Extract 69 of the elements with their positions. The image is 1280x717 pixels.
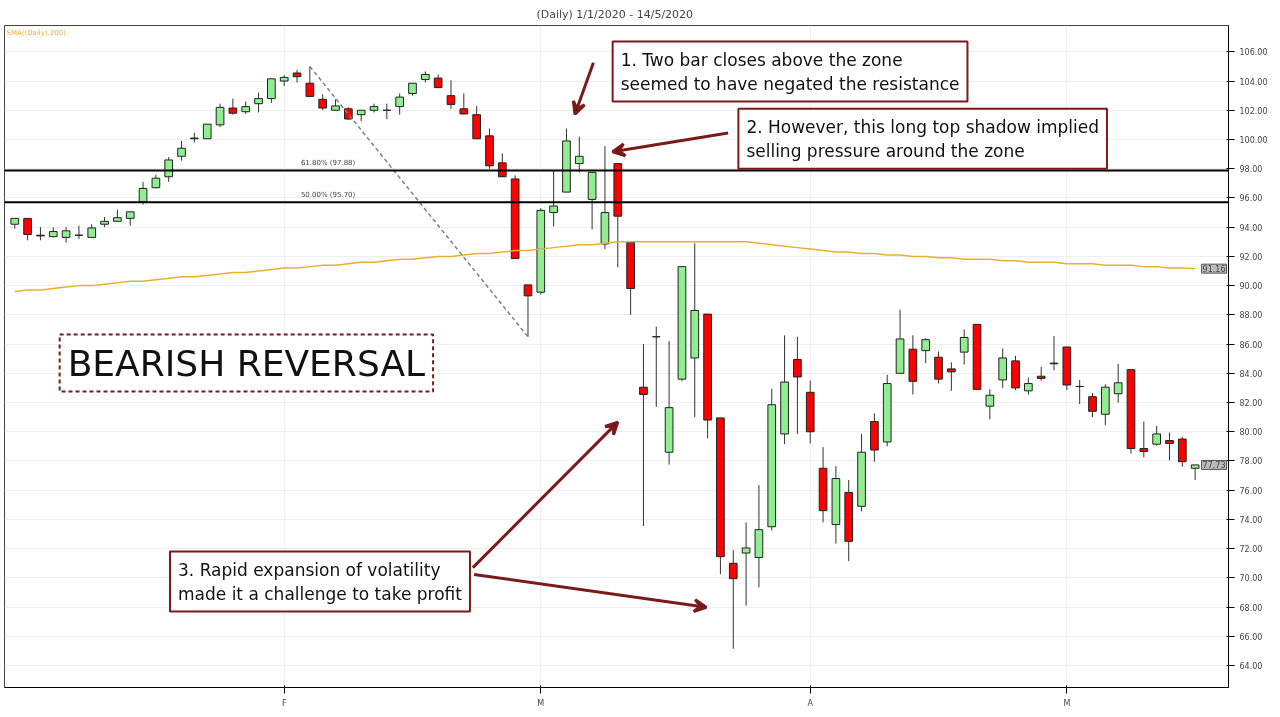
candlestick: [741, 521, 751, 607]
candlestick: [1152, 425, 1161, 447]
x-tick-label: M: [1063, 698, 1071, 708]
candlestick: [138, 181, 148, 206]
candlestick: [1139, 421, 1149, 458]
candlestick: [1177, 436, 1187, 468]
y-tick-label: 92.00: [1239, 252, 1263, 262]
candlestick: [1049, 335, 1059, 371]
candlestick: [164, 156, 174, 183]
annotation: 1. Two bar closes above the zone seemed to have negated the resistance: [620, 49, 960, 94]
candlestick: [459, 92, 469, 116]
y-tick-label: 70.00: [1239, 574, 1263, 584]
candlestick: [305, 65, 315, 98]
y-tick-label: 80.00: [1239, 428, 1263, 438]
candlestick: [985, 388, 995, 420]
candlestick: [1190, 464, 1200, 481]
y-tick-label: 64.00: [1239, 662, 1263, 672]
y-tick-label: 94.00: [1239, 223, 1263, 233]
candlestick: [1165, 431, 1174, 461]
annotation: 2. However, this long top shadow implied selling pressure around the zone: [746, 116, 1099, 161]
x-tick-label: F: [281, 698, 287, 708]
y-tick-label: 82.00: [1239, 399, 1263, 409]
candlestick: [728, 549, 738, 650]
y-tick-label: 72.00: [1239, 545, 1263, 555]
y-tick-label: 68.00: [1239, 603, 1263, 613]
candlestick: [998, 347, 1008, 389]
candlestick: [254, 92, 263, 113]
x-tick-label: A: [807, 698, 814, 708]
candlestick: [639, 343, 648, 527]
candlestick: [446, 79, 456, 110]
y-tick-label: 76.00: [1239, 486, 1263, 496]
candlestick: [1088, 392, 1097, 418]
candlestick: [921, 337, 931, 364]
y-tick-label: 78.00: [1239, 457, 1263, 467]
y-tick-label: 96.00: [1239, 194, 1263, 204]
annotation: 77.73: [1202, 461, 1226, 471]
line-series: [14, 241, 1196, 293]
annotation: 91.16: [1202, 265, 1226, 275]
candlestick: [267, 78, 276, 104]
y-tick-label: 90.00: [1239, 282, 1263, 292]
candlestick: [947, 361, 956, 392]
candlestick: [549, 169, 558, 227]
y-tick-label: 98.00: [1239, 165, 1263, 175]
annotation: BEARISH REVERSAL: [67, 342, 426, 384]
candlestick: [23, 217, 32, 241]
candlestick: [292, 69, 302, 83]
candlestick: [523, 284, 533, 338]
x-tick-label: M: [537, 698, 545, 708]
chart-title: (Daily) 1/1/2020 - 14/5/2020: [536, 7, 694, 21]
candlestick: [934, 350, 943, 385]
candlestick: [574, 136, 584, 173]
candlestick: [793, 336, 802, 435]
candlestick: [395, 92, 405, 116]
y-tick-label: 84.00: [1239, 369, 1263, 379]
y-tick-label: 102.00: [1239, 106, 1268, 116]
candlestick: [1113, 363, 1123, 404]
candlestick: [215, 103, 225, 128]
y-tick-label: 88.00: [1239, 311, 1263, 321]
y-tick-label: 104.00: [1239, 77, 1268, 87]
candlestick: [177, 140, 186, 162]
y-tick-label: 106.00: [1239, 48, 1268, 58]
candlestick: [228, 98, 238, 116]
y-tick-label: 86.00: [1239, 340, 1263, 350]
y-tick-label: 74.00: [1239, 515, 1263, 525]
candlestick: [959, 328, 969, 366]
candlestick: [61, 226, 71, 244]
y-tick-label: 100.00: [1239, 135, 1268, 145]
annotation: 3. Rapid expansion of volatility made it a challenge to take profit: [178, 559, 463, 604]
y-tick-label: 66.00: [1239, 632, 1263, 642]
